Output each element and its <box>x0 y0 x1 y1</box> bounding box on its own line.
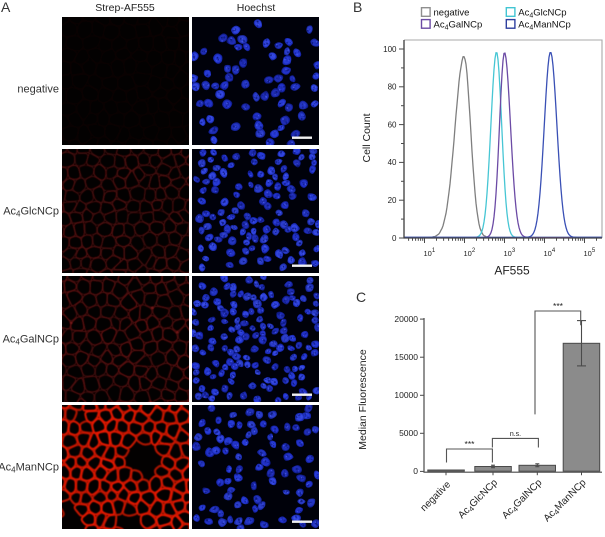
svg-text:Ac4ManNCp: Ac4ManNCp <box>0 462 59 475</box>
svg-text:negative: negative <box>17 84 59 96</box>
svg-text:Median Fluorescence: Median Fluorescence <box>357 349 369 450</box>
svg-text:0: 0 <box>413 466 418 476</box>
svg-text:105: 105 <box>584 248 596 258</box>
svg-text:10000: 10000 <box>394 390 418 400</box>
svg-text:***: *** <box>465 439 476 449</box>
svg-text:AF555: AF555 <box>494 264 530 278</box>
svg-text:100: 100 <box>383 45 397 54</box>
svg-text:20: 20 <box>388 196 397 205</box>
svg-text:0: 0 <box>392 234 397 243</box>
svg-text:Ac4GalNCp: Ac4GalNCp <box>3 334 59 347</box>
svg-text:B: B <box>353 0 362 15</box>
svg-text:Ac4GalNCp: Ac4GalNCp <box>434 20 483 32</box>
svg-text:Cell Count: Cell Count <box>361 113 373 162</box>
svg-text:104: 104 <box>544 248 556 258</box>
svg-text:Ac4GlcNCp: Ac4GlcNCp <box>3 206 59 219</box>
svg-text:Hoechst: Hoechst <box>237 2 276 14</box>
svg-text:20000: 20000 <box>394 314 418 324</box>
svg-text:101: 101 <box>424 248 436 258</box>
svg-text:n.s.: n.s. <box>510 431 521 438</box>
svg-text:Ac4GlcNCp: Ac4GlcNCp <box>518 8 566 20</box>
svg-text:negative: negative <box>434 8 470 19</box>
svg-text:Ac4ManNCp: Ac4ManNCp <box>518 20 571 32</box>
svg-text:60: 60 <box>388 120 397 129</box>
svg-text:C: C <box>356 289 366 305</box>
svg-text:103: 103 <box>504 248 516 258</box>
svg-text:80: 80 <box>388 83 397 92</box>
svg-text:40: 40 <box>388 158 397 167</box>
svg-text:Strep-AF555: Strep-AF555 <box>95 2 155 14</box>
svg-text:5000: 5000 <box>399 428 418 438</box>
svg-text:A: A <box>1 0 11 15</box>
svg-text:***: *** <box>553 301 564 311</box>
svg-text:102: 102 <box>464 248 476 258</box>
svg-text:15000: 15000 <box>394 352 418 362</box>
